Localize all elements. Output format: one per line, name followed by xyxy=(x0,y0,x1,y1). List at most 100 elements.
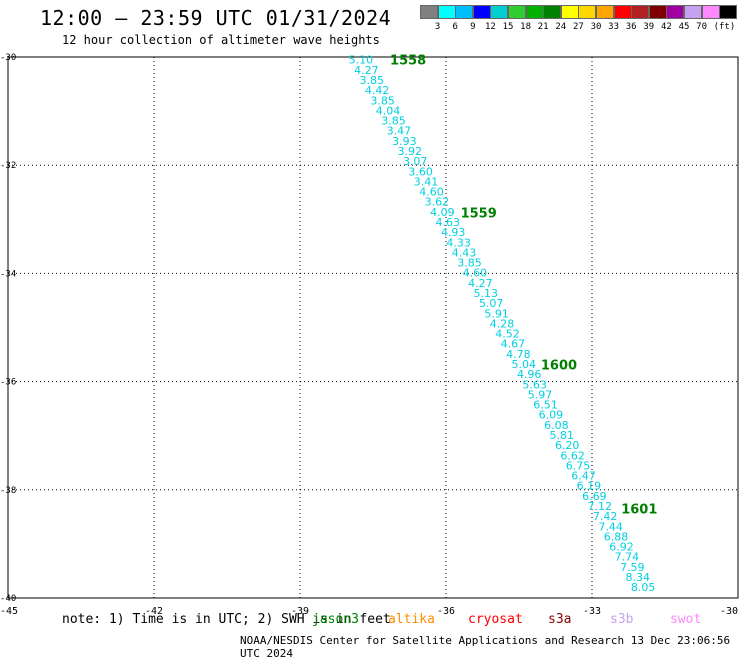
legend-swatch xyxy=(508,5,526,19)
legend-label: 33 xyxy=(608,22,620,32)
y-tick-label: -38 xyxy=(0,486,16,496)
swh-value: 3.92 xyxy=(398,145,423,158)
satellite-altika: altika xyxy=(388,612,435,627)
swh-value: 6.92 xyxy=(609,541,634,554)
swh-value: 5.07 xyxy=(479,297,504,310)
legend-label: 12 xyxy=(484,22,496,32)
swh-value: 6.08 xyxy=(544,419,569,432)
legend-swatch xyxy=(578,5,597,19)
time-label: 1559 xyxy=(461,206,497,221)
legend-label: 3 xyxy=(434,22,441,32)
swh-value: 3.62 xyxy=(425,196,450,209)
satellite-jason3: jason3 xyxy=(312,612,359,627)
credit-line: NOAA/NESDIS Center for Satellite Applica… xyxy=(240,634,731,660)
swh-value: 8.34 xyxy=(626,571,651,584)
legend-label: 9 xyxy=(470,22,476,32)
swh-value: 3.85 xyxy=(360,74,385,87)
swh-value: 3.60 xyxy=(408,165,433,178)
swh-value: 3.41 xyxy=(414,175,439,188)
y-tick-label: -40 xyxy=(0,594,16,604)
legend-unit: (ft) xyxy=(713,22,736,32)
swh-value: 4.93 xyxy=(441,226,466,239)
legend-label: 27 xyxy=(572,22,584,32)
x-tick-label: -39 xyxy=(291,606,309,617)
satellite-cryosat: cryosat xyxy=(468,612,523,627)
swh-value: 5.10 xyxy=(349,54,374,67)
x-tick-label: -36 xyxy=(437,606,455,617)
swh-value: 5.81 xyxy=(550,429,575,442)
swh-value: 8.05 xyxy=(631,581,656,594)
page-title: 12:00 — 23:59 UTC 01/31/2024 xyxy=(40,6,392,30)
time-label: 1601 xyxy=(621,503,657,518)
swh-value: 4.09 xyxy=(430,206,455,219)
swh-value: 5.97 xyxy=(528,388,553,401)
swh-value: 6.69 xyxy=(582,490,607,503)
grid-lines xyxy=(8,57,738,598)
swh-value: 3.47 xyxy=(387,125,412,138)
swh-value: 4.28 xyxy=(490,317,515,330)
legend-swatch xyxy=(648,5,667,19)
legend-swatch xyxy=(455,5,474,19)
satellite-s3b: s3b xyxy=(610,612,634,627)
swh-value: 7.42 xyxy=(593,510,618,523)
legend-swatch xyxy=(490,5,509,19)
legend-label: 70 xyxy=(696,22,708,32)
swh-value: 3.07 xyxy=(403,155,428,168)
time-label: 1558 xyxy=(390,54,426,69)
swh-value: 6.09 xyxy=(539,409,564,422)
x-tick-label: -45 xyxy=(0,606,18,617)
page-subtitle: 12 hour collection of altimeter wave hei… xyxy=(62,33,380,47)
legend-swatch xyxy=(437,5,456,19)
swh-value: 7.44 xyxy=(598,520,623,533)
legend-label: 30 xyxy=(590,22,602,32)
legend-label: 42 xyxy=(660,22,672,32)
swh-value: 4.52 xyxy=(495,328,520,341)
legend-swatch xyxy=(631,5,650,19)
satellite-s3a: s3a xyxy=(548,612,572,627)
time-label: 1600 xyxy=(541,358,577,373)
x-tick-label: -30 xyxy=(720,606,738,617)
satellite-swot: swot xyxy=(670,612,702,627)
time-labels: 1558 1559 1600 1601 xyxy=(390,54,657,518)
legend-swatch xyxy=(560,5,579,19)
y-tick-label: -32 xyxy=(0,161,16,171)
swh-value: 4.27 xyxy=(468,277,493,290)
swh-value: 4.96 xyxy=(517,368,542,381)
swh-value: 4.27 xyxy=(354,64,379,77)
altimeter-track: 5.104.273.854.423.854.043.853.473.933.92… xyxy=(349,54,656,594)
swh-value: 6.19 xyxy=(577,480,602,493)
legend-swatch xyxy=(666,5,685,19)
legend-label: 24 xyxy=(555,22,567,32)
legend-swatch xyxy=(684,5,702,19)
y-tick-label: -30 xyxy=(0,53,16,63)
swh-value: 4.60 xyxy=(463,267,488,280)
axis-tick-labels: -45 -42 -39 -36 -33 -30 -30 -32 -34 -36 -38 -40 xyxy=(0,53,738,617)
footer-note: note: 1) Time is in UTC; 2) SWH is in fe… xyxy=(62,612,391,627)
swh-value: 6.88 xyxy=(604,530,629,543)
legend-swatch xyxy=(701,5,720,19)
legend-swatch xyxy=(719,5,738,19)
legend-label: 45 xyxy=(678,22,690,32)
swh-value: 3.85 xyxy=(381,115,406,128)
swh-value: 3.93 xyxy=(392,135,417,148)
swh-value: 7.59 xyxy=(620,561,645,574)
legend-swatch xyxy=(525,5,544,19)
swh-value: 6.51 xyxy=(533,399,558,412)
swh-value: 5.63 xyxy=(522,378,547,391)
y-tick-label: -34 xyxy=(0,269,16,279)
x-tick-label: -42 xyxy=(145,606,163,617)
legend-label: 18 xyxy=(520,22,532,32)
swh-value: 6.75 xyxy=(566,459,591,472)
legend-label: 15 xyxy=(502,22,514,32)
swh-value: 4.42 xyxy=(365,84,390,97)
legend-label: 6 xyxy=(452,22,458,32)
legend-swatch xyxy=(596,5,614,19)
x-tick-label: -33 xyxy=(583,606,601,617)
map-frame xyxy=(7,56,739,599)
swh-value: 4.04 xyxy=(376,104,401,117)
swh-value: 7.12 xyxy=(588,500,613,513)
swh-value: 6.20 xyxy=(555,439,580,452)
legend-label: 21 xyxy=(537,22,549,32)
swh-value: 4.78 xyxy=(506,348,530,361)
swh-value: 4.63 xyxy=(436,216,461,229)
